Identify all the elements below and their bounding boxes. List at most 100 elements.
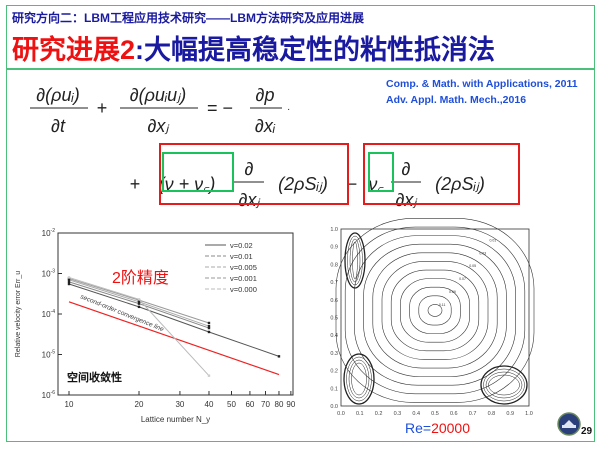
slide-frame bbox=[6, 5, 595, 442]
university-logo-icon bbox=[557, 412, 581, 436]
y-tick-label: 0.2 bbox=[330, 369, 338, 375]
data-point bbox=[67, 278, 71, 281]
eq-visc-c: ν꜀ bbox=[368, 174, 384, 194]
data-point bbox=[207, 324, 211, 328]
x-tick-label: 90 bbox=[286, 400, 295, 409]
eq-stress: (2ρSᵢⱼ) bbox=[278, 174, 328, 194]
contour-line bbox=[409, 286, 461, 334]
highlight-box-term2 bbox=[363, 143, 520, 205]
x-tick-label: 1.0 bbox=[525, 411, 533, 417]
x-tick-label: 0.1 bbox=[356, 411, 364, 417]
x-tick-label: 70 bbox=[261, 400, 270, 409]
legend-label: ν=0.02 bbox=[230, 241, 253, 250]
y-tick-label: 1.0 bbox=[330, 227, 338, 233]
y-tick-label: 0.0 bbox=[330, 404, 338, 410]
y-tick-exponent: -4 bbox=[51, 309, 56, 315]
y-tick-exponent: -2 bbox=[51, 228, 56, 234]
legend-label: ν=0.000 bbox=[230, 285, 257, 294]
eq-t2-den: ∂xⱼ bbox=[147, 116, 170, 136]
legend-label: ν=0.01 bbox=[230, 252, 253, 261]
slide-subtitle: 研究方向二：LBM工程应用技术研究——LBM方法研究及应用进展 bbox=[12, 11, 364, 25]
reference-1: Comp. & Math. with Applications, 2011 bbox=[386, 78, 578, 90]
corner-eddy-contour bbox=[480, 365, 528, 405]
x-axis-label: Lattice number N_y bbox=[141, 415, 210, 424]
x-tick-label: 40 bbox=[205, 400, 214, 409]
streamline-contour-plot: 0.0 0.1 0.2 0.3 0.4 0.5 0.6 0.7 0.8 0.9 1.0 0.0 0.1 0… bbox=[330, 218, 535, 417]
order-annotation: 2阶精度 bbox=[112, 269, 169, 287]
data-point bbox=[137, 300, 141, 304]
contour-line bbox=[344, 226, 526, 395]
eq-stress: (2ρSᵢⱼ) bbox=[435, 174, 485, 194]
x-tick-label: 20 bbox=[135, 400, 144, 409]
eq-plus: + bbox=[130, 174, 141, 194]
x-tick-label: 0.3 bbox=[394, 411, 402, 417]
re-label: Re= bbox=[405, 420, 432, 436]
re-value: 20000 bbox=[431, 420, 471, 436]
data-point bbox=[207, 321, 211, 325]
page-number: 29 bbox=[581, 426, 593, 437]
corner-eddy-contour bbox=[349, 238, 361, 283]
title-divider bbox=[6, 68, 595, 70]
highlight-box-viscosity-sum bbox=[162, 152, 234, 192]
eq-visc-sum: (ν + ν꜀) bbox=[159, 174, 216, 194]
eq-plus: + bbox=[97, 98, 108, 118]
y-tick-label: 0.3 bbox=[330, 351, 338, 357]
contour-label: 0.09 bbox=[449, 290, 456, 294]
eq-t3-den: ∂xᵢ bbox=[255, 116, 276, 136]
corner-eddy-contour bbox=[348, 359, 370, 399]
eq-d-den: ∂xⱼ bbox=[238, 190, 261, 210]
contour-label: 0.07 bbox=[459, 277, 466, 281]
x-tick-label: 50 bbox=[227, 400, 236, 409]
contour-line bbox=[400, 278, 470, 343]
contour-label: 0.11 bbox=[439, 303, 446, 307]
x-tick-label: 10 bbox=[65, 400, 74, 409]
data-point bbox=[137, 302, 141, 305]
corner-eddy-contour bbox=[346, 356, 372, 402]
eq-dot: · bbox=[287, 104, 290, 115]
slide-title: 研究进展2:大幅提高稳定性的粘性抵消法 bbox=[12, 28, 495, 67]
equation-svg: ∂(ρuᵢ) ∂t + ∂(ρuᵢuⱼ) ∂xⱼ = − ∂p ∂xᵢ · + … bbox=[30, 85, 485, 210]
y-tick-label: 10-4 bbox=[42, 309, 56, 319]
y-axis-label: Relative velocity error Err_u bbox=[15, 271, 22, 357]
y-tick-label: 0.4 bbox=[330, 333, 338, 339]
reference-2: Adv. Appl. Math. Mech.,2016 bbox=[386, 94, 527, 106]
contour-line bbox=[335, 218, 535, 403]
data-point bbox=[207, 330, 211, 334]
data-point bbox=[67, 280, 71, 284]
contour-line bbox=[427, 304, 443, 317]
legend-label: ν=0.001 bbox=[230, 274, 257, 283]
contour-line bbox=[363, 243, 507, 377]
reynolds-caption: Re=20000 bbox=[405, 420, 470, 436]
contour-line bbox=[381, 261, 489, 360]
series-line bbox=[68, 283, 280, 357]
y-tick-label: 10-2 bbox=[42, 228, 56, 238]
data-point bbox=[67, 276, 71, 279]
corner-eddy-contour bbox=[344, 232, 366, 289]
x-tick-label: 0.0 bbox=[337, 411, 345, 417]
eq-t2-num: ∂(ρuᵢuⱼ) bbox=[130, 85, 187, 105]
corner-eddy-contour bbox=[485, 371, 523, 399]
x-tick-label: 0.9 bbox=[506, 411, 514, 417]
contour-line bbox=[390, 269, 480, 352]
contour-label: 0.05 bbox=[469, 264, 476, 268]
convergence-annotation: 空间收敛性 bbox=[67, 370, 122, 384]
x-tick-label: 0.7 bbox=[469, 411, 477, 417]
y-tick-label: 10-3 bbox=[42, 269, 56, 279]
x-tick-label: 0.6 bbox=[450, 411, 458, 417]
contour-line bbox=[354, 235, 516, 386]
y-tick-label: 10-5 bbox=[42, 350, 56, 360]
eq-t3-num: ∂p bbox=[256, 85, 275, 105]
highlight-box-term1 bbox=[159, 143, 349, 205]
references: Comp. & Math. with Applications, 2011 Ad… bbox=[386, 76, 578, 108]
contour-label: 0.03 bbox=[479, 251, 486, 255]
corner-eddy-contour bbox=[351, 362, 367, 396]
corner-eddy-contour bbox=[343, 353, 375, 405]
y-tick-label: 10-6 bbox=[42, 390, 56, 400]
x-tick-label: 0.4 bbox=[412, 411, 420, 417]
data-point bbox=[207, 374, 211, 377]
x-tick-label: 0.5 bbox=[431, 411, 439, 417]
contour-line bbox=[418, 295, 452, 326]
contour-line bbox=[372, 252, 498, 369]
y-tick-label: 0.8 bbox=[330, 262, 338, 268]
eq-d-num: ∂ bbox=[402, 159, 411, 179]
